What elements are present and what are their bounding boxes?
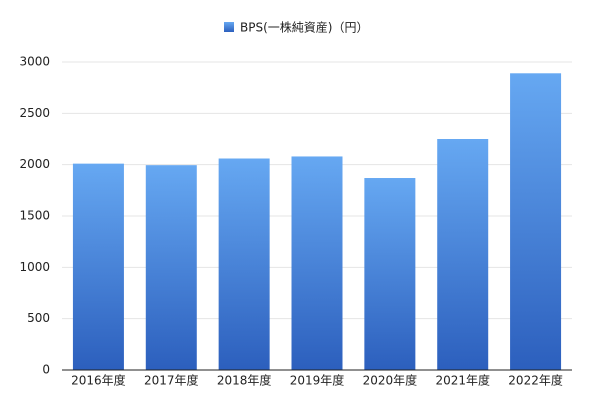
y-tick-label: 1000 [19, 260, 50, 274]
bar [145, 165, 197, 370]
y-tick-label: 3000 [19, 55, 50, 69]
y-tick-label: 1500 [19, 209, 50, 223]
y-tick-label: 2500 [19, 106, 50, 120]
x-tick-label: 2022年度 [508, 373, 563, 388]
x-tick-label: 2017年度 [144, 373, 199, 388]
y-tick-label: 500 [27, 311, 50, 325]
legend-label: BPS(一株純資産)（円） [240, 20, 368, 35]
x-tick-label: 2018年度 [217, 373, 272, 388]
x-tick-label: 2021年度 [435, 373, 490, 388]
x-tick-label: 2019年度 [290, 373, 345, 388]
bar [437, 139, 489, 370]
y-tick-label: 0 [42, 363, 50, 377]
bar [510, 73, 562, 370]
x-tick-label: 2020年度 [363, 373, 418, 388]
y-tick-label: 2000 [19, 157, 50, 171]
x-tick-label: 2016年度 [71, 373, 126, 388]
bar [364, 178, 416, 370]
legend-swatch [224, 22, 234, 32]
bar [72, 163, 124, 370]
bar [218, 158, 270, 370]
bar [291, 156, 343, 370]
